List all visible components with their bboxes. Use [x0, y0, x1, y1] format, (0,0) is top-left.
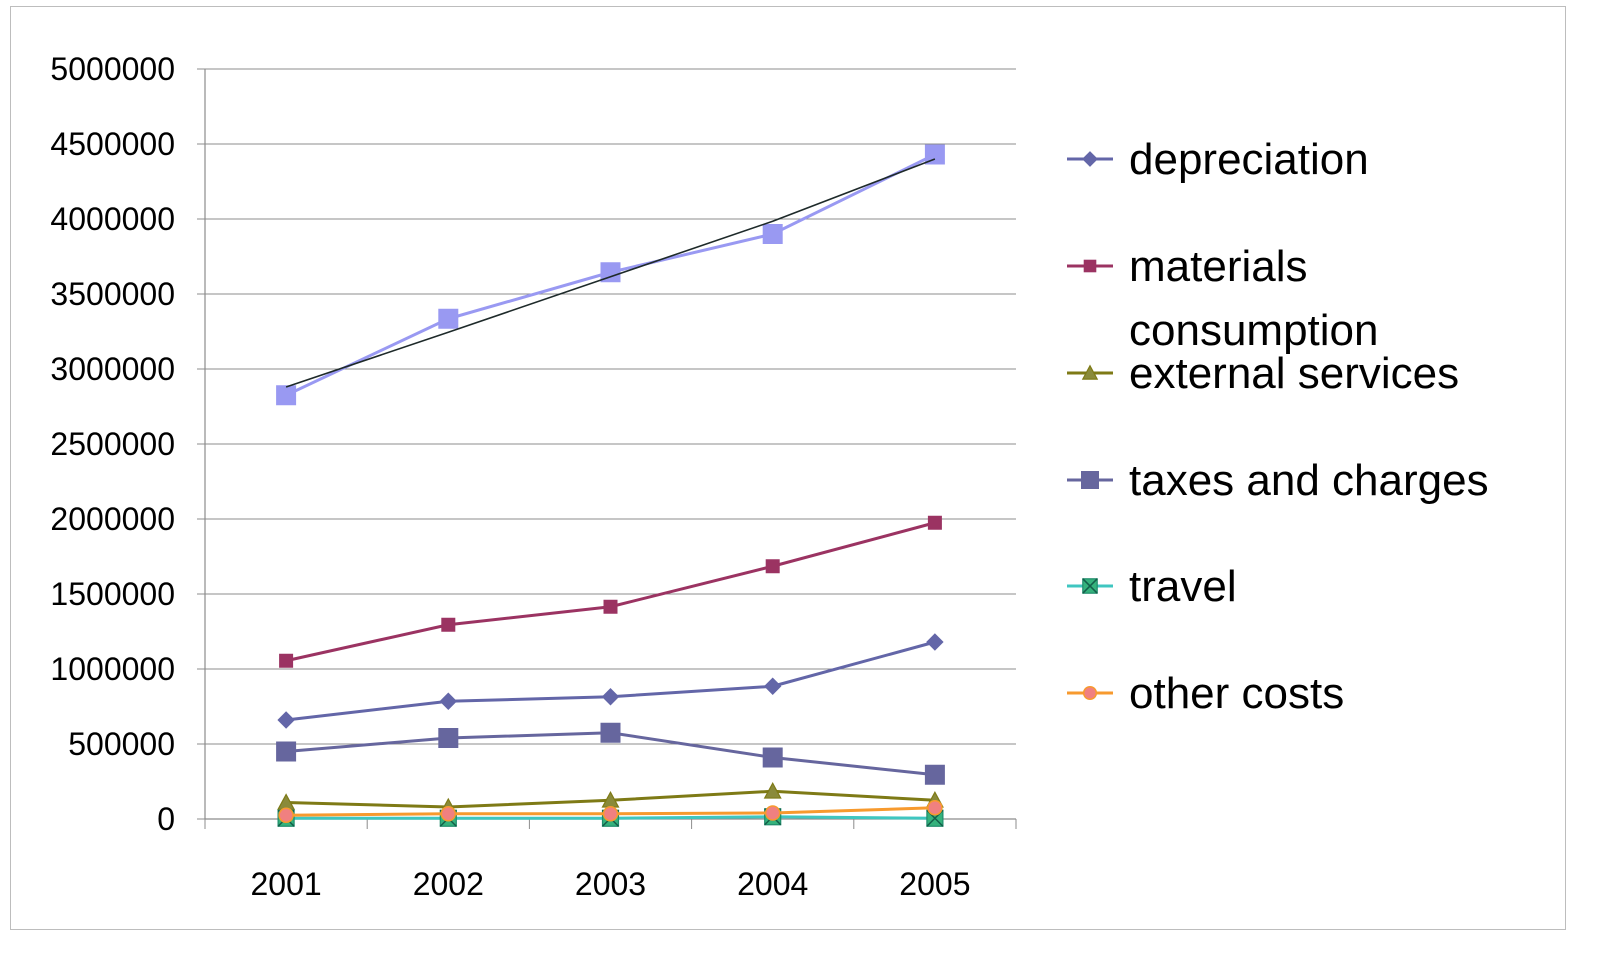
- data-point: [924, 144, 945, 165]
- legend-marker: [1082, 151, 1098, 167]
- legend-marker: [1082, 578, 1098, 594]
- legend-marker: [1081, 364, 1099, 380]
- legend-label-continued: consumption: [1129, 306, 1378, 355]
- data-point: [600, 262, 621, 283]
- data-point: [763, 677, 782, 695]
- series-materials-consumption: [279, 515, 942, 668]
- x-tick-label: 2002: [413, 866, 484, 902]
- data-point: [440, 806, 457, 822]
- legend-item-taxes-and-charges: taxes and charges: [1067, 456, 1489, 505]
- data-point: [765, 559, 780, 574]
- y-tick-label: 4000000: [50, 201, 175, 237]
- data-point: [924, 764, 945, 785]
- series-taxes-and-charges: [276, 722, 945, 785]
- legend: depreciation materials consumptionexternal…: [1067, 135, 1489, 718]
- legend-item-travel: travel: [1067, 562, 1237, 611]
- series-line: [285, 640, 936, 722]
- data-point: [276, 385, 297, 406]
- legend-label: materials: [1129, 242, 1308, 291]
- data-point: [279, 653, 294, 668]
- y-tick-label: 2000000: [50, 501, 175, 537]
- y-tick-label: 1500000: [50, 576, 175, 612]
- x-tick-label: 2004: [737, 866, 808, 902]
- data-point: [927, 515, 942, 530]
- y-tick-label: 4500000: [50, 126, 175, 162]
- y-tick-label: 0: [157, 801, 175, 837]
- legend-label: external services: [1129, 349, 1459, 398]
- series-line: [285, 521, 936, 663]
- data-point: [278, 807, 294, 823]
- data-point: [926, 633, 944, 651]
- legend-label: other costs: [1129, 669, 1344, 718]
- y-tick-label: 500000: [68, 726, 175, 762]
- legend-marker: [1082, 685, 1098, 701]
- axes: 0 500000 1000000 1500000 2000000 2500000 30000…: [50, 51, 1017, 902]
- x-tick-label: 2005: [899, 866, 970, 902]
- series-trendline: [285, 158, 936, 388]
- data-point: [438, 308, 459, 329]
- data-point: [600, 722, 621, 743]
- data-point: [276, 741, 297, 762]
- y-tick-label: 3000000: [50, 351, 175, 387]
- data-point: [763, 781, 782, 799]
- data-point: [762, 224, 783, 244]
- data-point: [601, 688, 620, 706]
- chart-frame: 0 500000 1000000 1500000 2000000 2500000 30000…: [10, 6, 1566, 930]
- data-point: [762, 747, 783, 768]
- legend-marker: [1083, 259, 1097, 273]
- legend-label: depreciation: [1129, 135, 1369, 184]
- line-chart: 0 500000 1000000 1500000 2000000 2500000 30000…: [50, 51, 1489, 902]
- y-tick-label: 2500000: [50, 426, 175, 462]
- data-point: [927, 800, 943, 816]
- series-unlabeled: [276, 144, 945, 406]
- data-point: [764, 805, 781, 821]
- y-tick-label: 3500000: [50, 276, 175, 312]
- gridlines: [205, 68, 1016, 745]
- legend-item-external-services: external services: [1067, 349, 1459, 398]
- x-tick-label: 2001: [251, 866, 322, 902]
- x-tick-label: 2003: [575, 866, 646, 902]
- legend-label: travel: [1129, 562, 1237, 611]
- y-tick-label: 5000000: [50, 51, 175, 87]
- data-point: [441, 617, 456, 632]
- legend-label: taxes and charges: [1129, 456, 1489, 505]
- data-point: [277, 711, 295, 729]
- series-line: [285, 158, 936, 388]
- data-point: [439, 692, 458, 710]
- data-point: [603, 599, 618, 614]
- series-other-costs: [278, 800, 943, 823]
- legend-marker: [1081, 471, 1099, 489]
- data-point: [438, 728, 459, 748]
- legend-item-other-costs: other costs: [1067, 669, 1344, 718]
- series-depreciation: [277, 633, 944, 729]
- legend-item-depreciation: depreciation: [1067, 135, 1369, 184]
- series-layer: [276, 144, 945, 827]
- data-point: [602, 806, 619, 822]
- legend-item-materials-consumption: materials consumption: [1067, 242, 1378, 355]
- y-tick-label: 1000000: [50, 651, 175, 687]
